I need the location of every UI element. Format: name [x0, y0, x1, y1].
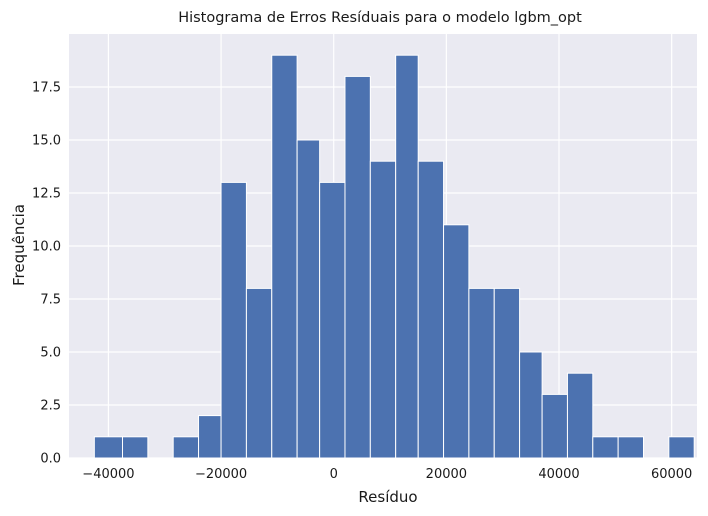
x-tick-label: −40000 [82, 467, 134, 482]
histogram-bar [198, 415, 222, 459]
y-axis-label: Frequência [10, 204, 28, 286]
y-tick-label: 0.0 [40, 452, 61, 467]
histogram-bar [566, 372, 594, 459]
histogram-bar [668, 436, 695, 459]
x-tick-label: 0 [330, 467, 338, 482]
histogram-bar [172, 436, 200, 459]
x-axis-label: Resíduo [358, 488, 417, 506]
x-tick-label: 40000 [538, 467, 579, 482]
x-axis-ticks: −40000 −20000 0 20000 40000 60000 [82, 467, 692, 482]
histogram-bar [220, 181, 247, 459]
histogram-bar [395, 54, 419, 459]
y-tick-label: 2.5 [40, 399, 61, 414]
histogram-bar [319, 181, 346, 459]
histogram-bar [344, 75, 371, 459]
histogram-bar [443, 224, 470, 459]
y-axis-ticks: 0.0 2.5 5.0 7.5 10.0 12.5 15.0 17.5 [32, 81, 61, 467]
histogram-bar [592, 436, 619, 459]
histogram-bar [271, 54, 298, 459]
y-tick-label: 15.0 [32, 134, 61, 149]
histogram-bar [245, 287, 273, 459]
histogram-bar [369, 160, 397, 459]
y-tick-label: 7.5 [40, 293, 61, 308]
chart-title: Histograma de Erros Resíduais para o mod… [178, 10, 582, 26]
y-tick-label: 10.0 [32, 240, 61, 255]
x-tick-label: −20000 [195, 467, 247, 482]
histogram-bars [93, 54, 695, 459]
histogram-bar [122, 436, 149, 459]
histogram-bar [296, 139, 321, 459]
x-tick-label: 20000 [426, 467, 467, 482]
histogram-bar [541, 393, 568, 459]
y-tick-label: 12.5 [32, 187, 61, 202]
x-tick-label: 60000 [651, 467, 692, 482]
histogram-bar [519, 351, 543, 459]
histogram-bar [493, 287, 521, 459]
y-tick-label: 5.0 [40, 346, 61, 361]
histogram-bar [417, 160, 445, 459]
histogram-bar [468, 287, 495, 459]
y-tick-label: 17.5 [32, 81, 61, 96]
histogram-bar [93, 436, 124, 459]
histogram-bar [617, 436, 644, 459]
